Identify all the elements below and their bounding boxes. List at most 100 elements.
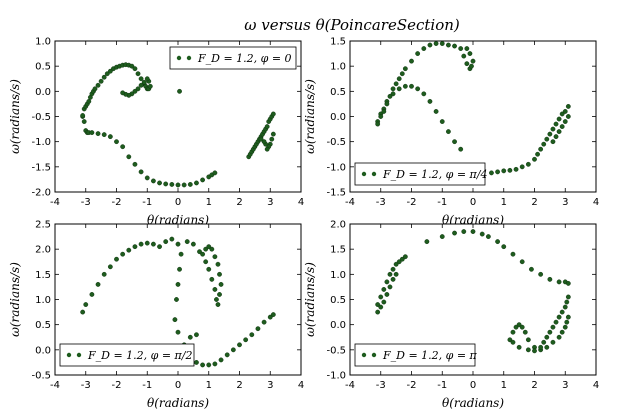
data-point [138,241,144,247]
data-point [467,51,473,56]
y-axis-label: ω(radians/s) [8,262,22,337]
data-point [384,292,390,297]
data-point [264,124,270,129]
data-point [390,276,396,282]
x-tick-label: -3 [81,197,91,208]
data-point [172,317,178,323]
data-point [95,131,101,137]
data-point [562,324,568,330]
data-point [489,170,494,176]
data-point [129,63,135,69]
legend-marker [76,352,82,358]
data-point [384,279,390,285]
y-tick-label: 0.0 [330,112,346,123]
data-point [544,344,550,350]
y-tick-label: -0.5 [31,112,51,123]
y-tick-label: -1.0 [326,371,346,382]
y-tick-label: -1.0 [31,137,51,148]
data-point [556,129,562,135]
legend-marker [371,171,377,177]
data-point [206,244,212,250]
data-point [157,244,162,250]
data-point [378,294,384,300]
data-point [461,53,467,59]
x-tick-label: 4 [593,380,599,391]
data-point [147,83,153,89]
data-point [522,329,528,335]
scatter-series [375,41,571,176]
data-point [458,46,464,51]
data-point [550,126,556,132]
data-point [445,129,451,135]
data-point [214,297,219,302]
x-tick-label: 1 [501,380,507,391]
x-tick-label: -2 [112,380,122,391]
y-tick-label: 0.5 [330,295,346,306]
y-tick-label: -1.0 [326,162,346,173]
x-tick-label: 4 [298,197,304,208]
y-tick-label: 1.0 [330,270,346,281]
data-point [538,344,544,350]
data-point [556,314,562,320]
data-point [212,287,218,292]
data-point [562,119,568,124]
x-tick-label: 4 [298,380,304,391]
data-point [538,271,544,277]
data-point [89,292,95,297]
data-point [194,332,199,338]
x-tick-label: -3 [376,197,386,208]
data-point [174,297,179,302]
data-point [510,251,516,257]
y-tick-label: -0.5 [326,345,346,356]
legend: F_D = 1.2, φ = π/4 [354,162,488,186]
data-point [439,41,445,46]
x-tick-label: -2 [407,380,417,391]
data-point [507,337,513,343]
data-point [519,324,525,330]
data-point [510,329,516,335]
data-point [138,169,144,175]
data-point [132,66,138,72]
x-tick-label: 1 [206,380,212,391]
y-tick-label: 1.5 [35,270,51,281]
data-point [544,334,550,340]
data-point [215,302,221,307]
data-point [513,324,519,330]
data-point [175,281,181,287]
x-tick-label: -2 [407,197,417,208]
data-point [261,139,267,145]
data-point [200,251,206,257]
data-point [150,178,156,184]
data-point [200,177,206,183]
data-point [132,161,138,167]
data-point [224,352,230,358]
data-point [120,90,126,96]
data-point [200,362,206,368]
data-point [393,261,399,267]
subplot-1: -4 -3 -2 -1 0 1 2 3 4-2.0-1.5-1.0-0.50.00.51.0θ(… [8,37,304,228]
legend: F_D = 1.2, φ = 0 [169,46,297,70]
data-point [89,130,95,136]
data-point [270,111,276,117]
y-tick-label: -1.5 [31,162,51,173]
data-point [547,329,553,335]
x-tick-label: 2 [531,197,537,208]
data-point [409,58,414,64]
legend-frame [354,343,476,367]
data-point [495,239,500,245]
data-point [519,164,525,170]
data-point [212,170,218,176]
data-point [495,169,500,175]
data-point [107,68,113,74]
data-point [402,66,408,72]
data-point [485,234,491,239]
figure-title: ω versus θ(PoincareSection) [244,16,460,34]
data-point [507,167,513,173]
data-point [452,230,457,236]
data-point [132,244,138,250]
x-tick-label: 0 [470,197,476,208]
data-point [479,231,485,237]
data-point [237,342,242,348]
x-tick-label: 2 [236,380,242,391]
data-point [470,229,476,234]
